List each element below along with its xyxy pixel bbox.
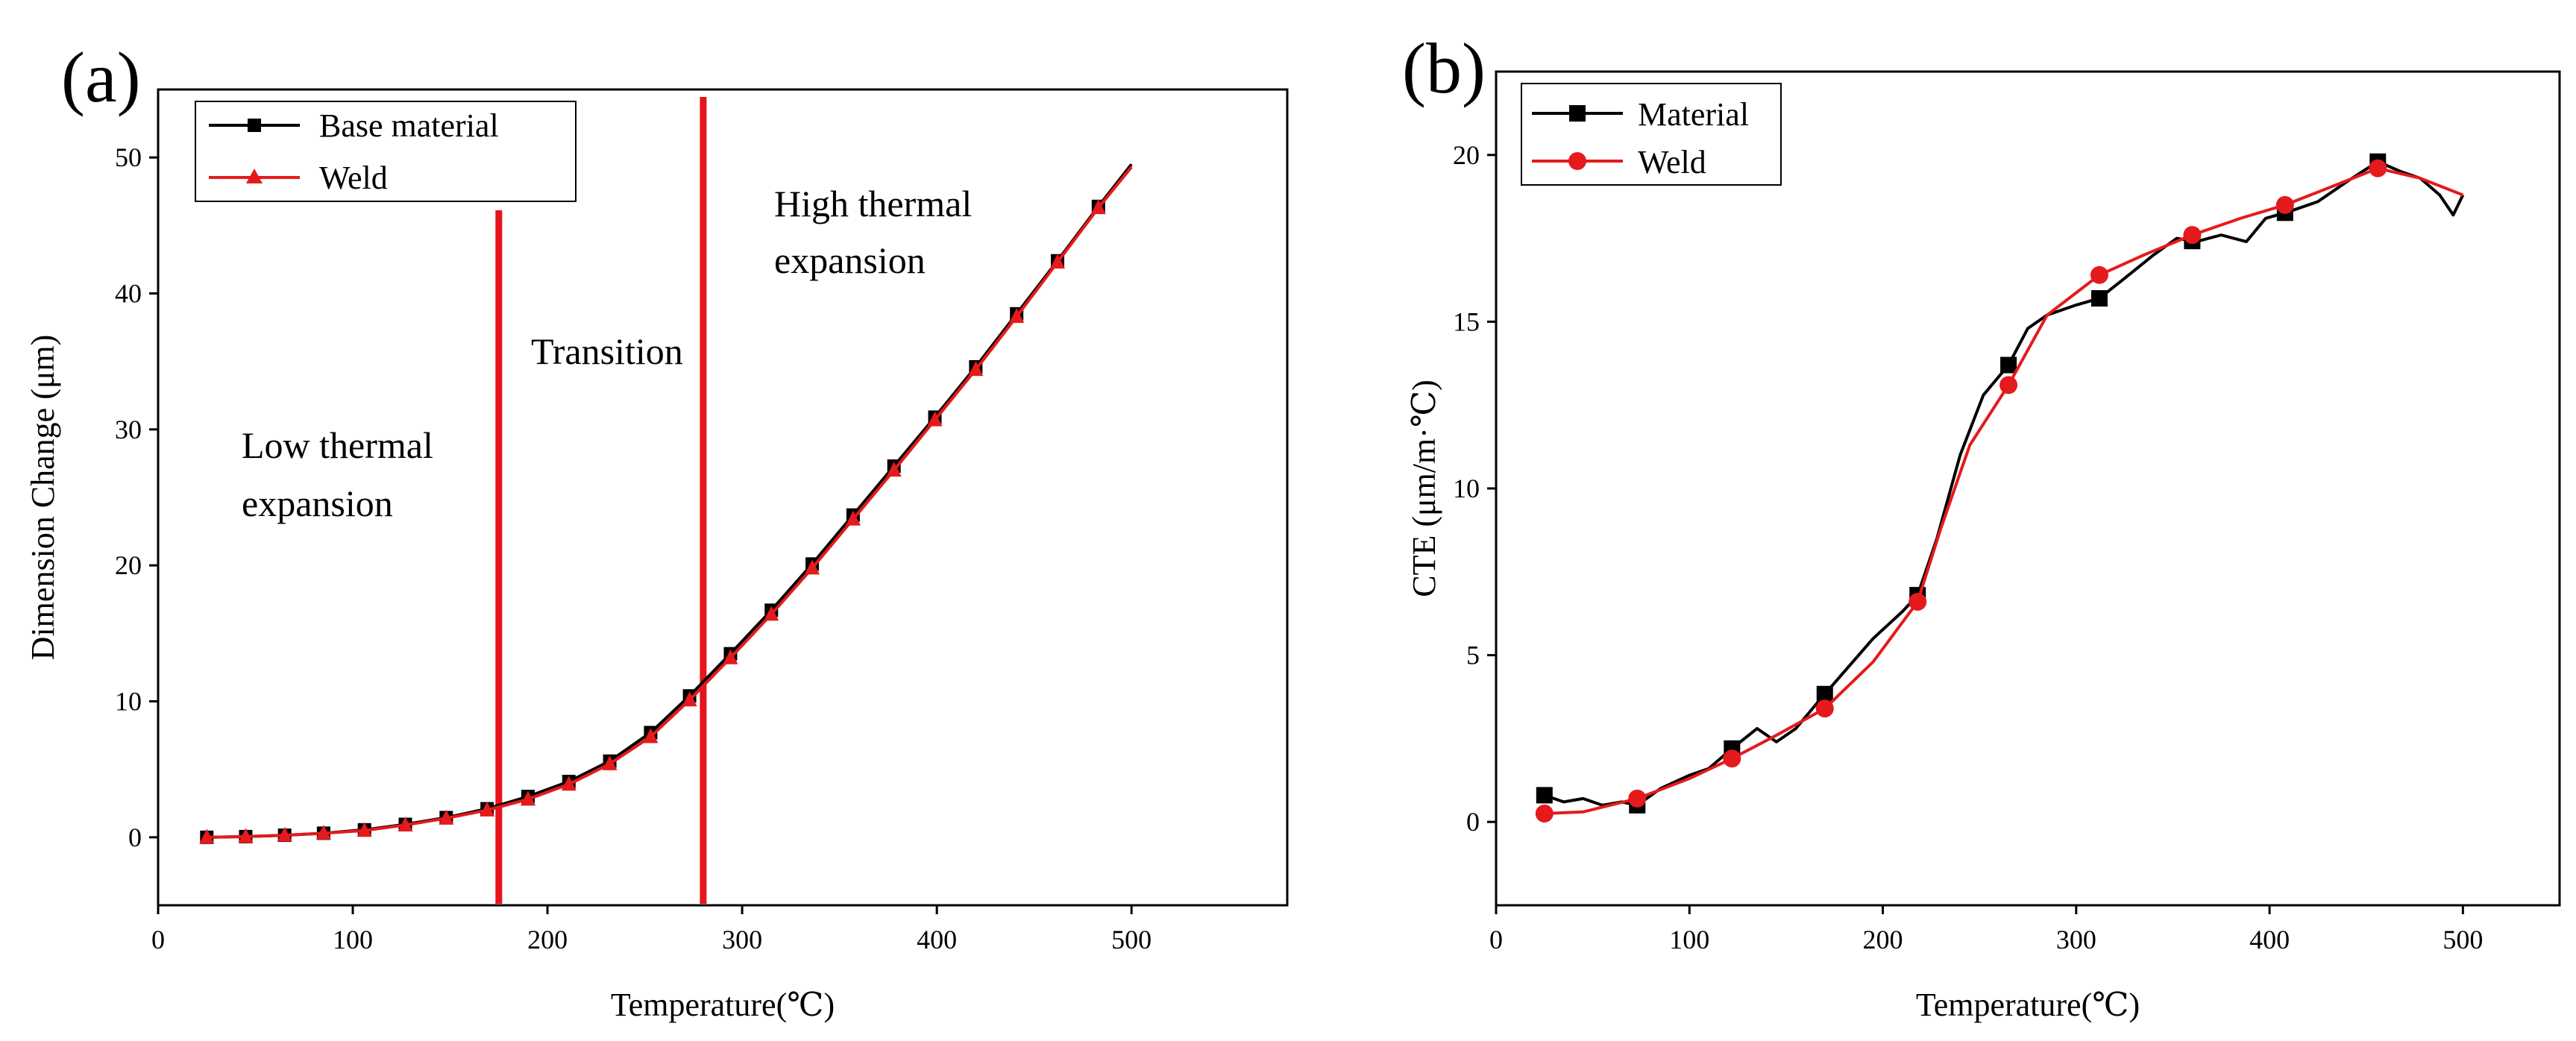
series-weld-point [277, 826, 292, 842]
panel-a-series [199, 163, 1133, 844]
panel-b-y-tick-label: 15 [1453, 306, 1480, 336]
series-weld-point [845, 510, 861, 526]
panel-a-y-tick-label: 30 [115, 415, 142, 444]
series-weld-point [520, 790, 535, 806]
panel-b-x-tick-label: 300 [2056, 925, 2096, 954]
series-weld-point [2369, 159, 2387, 177]
series-weld-point [398, 817, 413, 831]
panel-b-series [1535, 153, 2465, 823]
panel-b-plot-frame [1495, 70, 2561, 907]
panel-a-y-tick-label: 20 [115, 550, 142, 580]
legend-a-weld-label: Weld [319, 160, 388, 196]
panel-a-ticks: 0 100 200 300 400 500 0 10 20 30 40 50 [115, 142, 1152, 954]
legend-a-base-marker [248, 119, 261, 132]
series-material-line [1544, 160, 2465, 807]
annotation-low-line-1: Low thermal [242, 424, 433, 466]
panel-a-y-tick-label: 40 [115, 279, 142, 309]
series-weld-point [199, 828, 215, 844]
series-material-point [2000, 356, 2017, 374]
panel-a-x-tick-label: 200 [527, 925, 568, 954]
panel-a-region-lines [495, 97, 707, 904]
series-weld-point [602, 755, 618, 770]
panel-b-x-tick-label: 200 [1863, 925, 1903, 954]
series-material-point [2090, 290, 2108, 307]
panel-a-legend: Base material Weld [195, 101, 577, 202]
legend-a-weld-marker [246, 169, 263, 183]
panel-a-y-tick-label: 50 [115, 142, 142, 172]
series-weld-point [356, 822, 372, 837]
panel-b-y-tick-label: 5 [1466, 641, 1480, 670]
series-weld-point [238, 828, 254, 843]
series-weld-point [561, 776, 577, 791]
panel-a-label: (a) [61, 37, 141, 117]
series-weld-point [1535, 805, 1554, 823]
series-weld-point [723, 649, 738, 664]
panel-b-x-tick-label: 400 [2249, 925, 2290, 954]
series-weld-point [315, 824, 331, 840]
series-weld-point [927, 411, 943, 427]
series-weld-point [1049, 254, 1065, 269]
series-weld-point [643, 728, 659, 743]
panel-b-y-tick-label: 20 [1453, 140, 1480, 170]
legend-b-material-label: Material [1638, 96, 1749, 133]
series-weld-line [1544, 166, 2464, 816]
panel-a-x-tick-label: 500 [1111, 925, 1152, 954]
panel-a-plot-frame [157, 88, 1289, 907]
series-weld-line [207, 166, 1133, 839]
panel-b-ticks: 0 100 200 300 400 500 0 5 10 15 20 [1453, 140, 2483, 954]
panel-a-x-tick-label: 400 [917, 925, 957, 954]
panel-b-x-tick-label: 500 [2443, 925, 2483, 954]
legend-b-material-marker [1569, 105, 1586, 122]
series-weld-point [1090, 199, 1106, 215]
panel-a-x-axis-title: Temperature(℃) [611, 987, 835, 1023]
panel-a-y-axis-title: Dimension Change (μm) [25, 335, 61, 661]
legend-b-weld-label: Weld [1638, 144, 1706, 180]
annotation-high-line-2: expansion [774, 239, 926, 281]
panel-a: (a) 0 100 200 300 400 500 0 10 20 30 40 50 Low ther… [25, 37, 1289, 1023]
panel-a-x-tick-label: 300 [722, 925, 762, 954]
panel-b-y-axis-title: CTE (μm/m·℃) [1406, 380, 1442, 597]
series-weld-point [764, 606, 779, 621]
series-material-point [1536, 787, 1553, 804]
panel-b-y-tick-label: 0 [1466, 807, 1480, 837]
annotation-low-line-2: expansion [242, 482, 393, 524]
legend-b-weld-marker [1568, 152, 1586, 170]
series-weld-point [1723, 749, 1741, 768]
annotation-high-line-1: High thermal [774, 183, 972, 224]
panel-b-legend-box [1521, 83, 1782, 186]
series-weld-point [1009, 308, 1025, 324]
series-weld-point [1628, 789, 1647, 808]
panel-a-y-tick-label: 0 [128, 823, 142, 852]
panel-b-x-tick-label: 0 [1489, 925, 1503, 954]
series-weld-point [439, 809, 454, 825]
panel-b-y-tick-label: 10 [1453, 474, 1480, 503]
series-weld-point [968, 361, 984, 377]
panel-b-x-axis-title: Temperature(℃) [1916, 987, 2140, 1023]
series-weld-point [1999, 376, 2018, 394]
annotation-transition: Transition [531, 330, 683, 372]
series-material-point [1816, 685, 1833, 702]
series-weld-point [1909, 593, 1927, 611]
series-weld-point [480, 801, 495, 817]
panel-b: (b) 0 100 200 300 400 500 0 5 10 15 20 Material We… [1402, 28, 2561, 1023]
panel-b-label: (b) [1402, 28, 1486, 108]
series-weld-point [1815, 699, 1834, 718]
series-weld-point [2090, 265, 2108, 284]
panel-a-x-tick-label: 0 [151, 925, 165, 954]
series-weld-point [2183, 226, 2202, 245]
series-weld-point [2275, 195, 2294, 214]
panel-a-legend-box [195, 101, 577, 202]
series-weld-point [886, 462, 902, 477]
panel-b-legend: Material Weld [1521, 83, 1782, 186]
series-weld-point [805, 559, 820, 575]
panel-a-x-tick-label: 100 [333, 925, 373, 954]
panel-b-x-tick-label: 100 [1669, 925, 1709, 954]
series-weld-point [682, 691, 697, 707]
legend-a-base-label: Base material [319, 107, 499, 144]
panel-a-y-tick-label: 10 [115, 687, 142, 717]
panel-a-annotations: Low thermal expansion Transition High th… [242, 183, 972, 524]
